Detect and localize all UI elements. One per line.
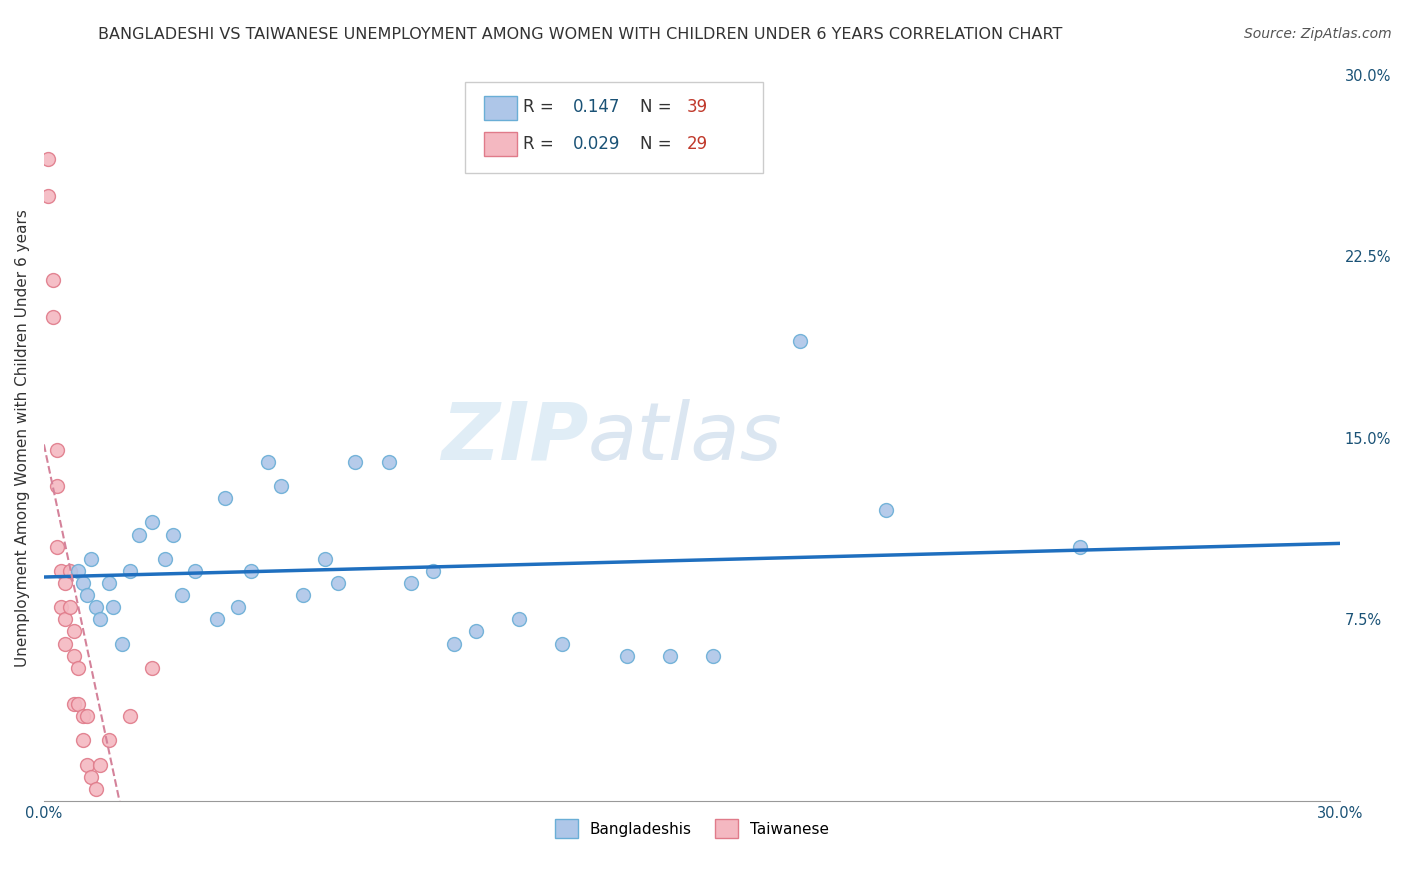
Point <box>443 636 465 650</box>
Point <box>72 576 94 591</box>
Text: ZIP: ZIP <box>440 399 588 476</box>
Point <box>45 540 67 554</box>
Text: R =: R = <box>523 98 560 116</box>
Point <box>51 600 73 615</box>
Text: N =: N = <box>640 135 676 153</box>
Point <box>84 600 107 615</box>
Text: BANGLADESHI VS TAIWANESE UNEMPLOYMENT AMONG WOMEN WITH CHILDREN UNDER 6 YEARS CO: BANGLADESHI VS TAIWANESE UNEMPLOYMENT AM… <box>98 27 1063 42</box>
Point <box>422 564 444 578</box>
Point <box>76 709 98 723</box>
Y-axis label: Unemployment Among Women with Children Under 6 years: Unemployment Among Women with Children U… <box>15 209 30 666</box>
Point <box>63 697 86 711</box>
Point <box>97 733 120 747</box>
Point <box>508 612 530 626</box>
Point <box>214 491 236 506</box>
Point <box>343 455 366 469</box>
Point <box>97 576 120 591</box>
Point <box>240 564 263 578</box>
Text: 39: 39 <box>686 98 707 116</box>
Text: R =: R = <box>523 135 560 153</box>
Point <box>128 527 150 541</box>
Point <box>551 636 574 650</box>
Point <box>464 624 486 639</box>
Point <box>89 612 111 626</box>
Point <box>41 273 63 287</box>
Legend: Bangladeshis, Taiwanese: Bangladeshis, Taiwanese <box>548 814 835 844</box>
Point <box>378 455 401 469</box>
Point <box>205 612 228 626</box>
Point <box>72 709 94 723</box>
Point <box>111 636 134 650</box>
Point <box>45 442 67 457</box>
Point <box>875 503 897 517</box>
Point <box>55 612 77 626</box>
FancyBboxPatch shape <box>485 132 517 156</box>
FancyBboxPatch shape <box>485 95 517 120</box>
Point <box>120 564 142 578</box>
Point <box>270 479 292 493</box>
Point <box>76 757 98 772</box>
Point <box>45 479 67 493</box>
Point <box>80 551 103 566</box>
Point <box>184 564 207 578</box>
Point <box>616 648 638 663</box>
Point <box>55 636 77 650</box>
Point <box>63 648 86 663</box>
Text: N =: N = <box>640 98 676 116</box>
Point <box>120 709 142 723</box>
Point <box>59 600 82 615</box>
Point <box>67 697 90 711</box>
Point <box>141 661 163 675</box>
Point <box>162 527 184 541</box>
Text: atlas: atlas <box>588 399 783 476</box>
Point <box>314 551 336 566</box>
Point <box>1069 540 1091 554</box>
Point <box>72 733 94 747</box>
FancyBboxPatch shape <box>465 82 763 172</box>
Point <box>89 757 111 772</box>
Point <box>257 455 280 469</box>
Point <box>153 551 176 566</box>
Point <box>659 648 682 663</box>
Point <box>172 588 194 602</box>
Point <box>292 588 315 602</box>
Point <box>67 564 90 578</box>
Point <box>59 564 82 578</box>
Point <box>399 576 422 591</box>
Point <box>76 588 98 602</box>
Text: 0.029: 0.029 <box>572 135 620 153</box>
Point <box>80 770 103 784</box>
Point <box>789 334 811 348</box>
Point <box>141 516 163 530</box>
Text: Source: ZipAtlas.com: Source: ZipAtlas.com <box>1244 27 1392 41</box>
Point <box>84 781 107 796</box>
Point <box>702 648 724 663</box>
Point <box>41 310 63 324</box>
Point <box>326 576 349 591</box>
Point <box>37 188 59 202</box>
Point <box>226 600 249 615</box>
Point <box>67 661 90 675</box>
Text: 29: 29 <box>686 135 707 153</box>
Point <box>63 624 86 639</box>
Point <box>37 153 59 167</box>
Point <box>51 564 73 578</box>
Point <box>101 600 124 615</box>
Point <box>55 576 77 591</box>
Text: 0.147: 0.147 <box>572 98 620 116</box>
